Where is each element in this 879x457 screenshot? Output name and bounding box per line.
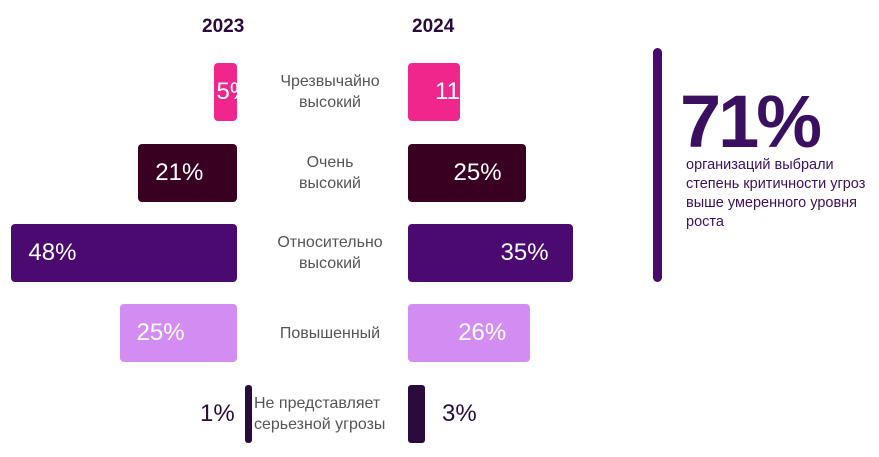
label-2024-0: 11%: [435, 78, 482, 105]
bar-2024-3: [408, 304, 531, 362]
label-2024-2: 35%: [500, 239, 549, 266]
callout-value: 71%: [680, 80, 822, 163]
bar-2023-4: [245, 385, 252, 443]
label-2023-3: 25%: [136, 319, 185, 346]
label-2024-3: 26%: [458, 319, 507, 346]
category-label-0: Чрезвычайно высокий: [280, 73, 380, 111]
bar-2024-2: [408, 224, 573, 282]
label-2023-2: 48%: [28, 239, 77, 266]
category-label-4: Не представляет серьезной угрозы: [254, 395, 386, 433]
bar-2023-0: [213, 63, 237, 121]
bar-2023-2: [11, 224, 237, 282]
bar-2024-1: [408, 144, 526, 202]
label-2024-4: 3%: [442, 400, 477, 427]
label-2023-4: 1%: [200, 400, 235, 427]
year-label-2024: 2024: [412, 16, 455, 37]
category-label-3: Повышенный: [279, 324, 381, 342]
label-2024-1: 25%: [453, 159, 502, 186]
bar-2024-0: [408, 63, 460, 121]
bar-2024-4: [408, 385, 425, 443]
bar-2023-1: [138, 144, 237, 202]
label-2023-0: 5%: [216, 78, 252, 105]
category-label-1: Очень высокий: [299, 154, 361, 192]
bar-2023-3: [119, 304, 237, 362]
callout-bracket-line: [653, 48, 662, 282]
category-label-2: Относительно высокий: [277, 234, 383, 272]
year-label-2023: 2023: [202, 16, 245, 37]
callout-text: организаций выбрали степень критичности …: [686, 157, 866, 230]
label-2023-1: 21%: [155, 159, 204, 186]
